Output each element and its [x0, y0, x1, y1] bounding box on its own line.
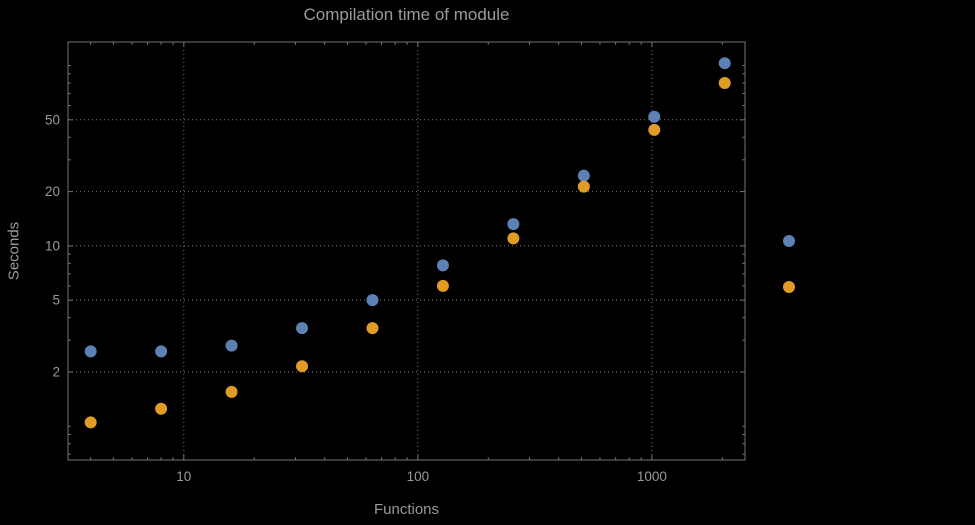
x-tick-label: 100 — [407, 469, 430, 484]
x-axis-label: Functions — [373, 501, 440, 518]
data-point-blue — [84, 345, 97, 358]
data-point-orange — [507, 232, 520, 245]
chart-title: Compilation time of module — [303, 5, 510, 24]
data-point-blue — [366, 294, 379, 307]
y-tick-label: 10 — [45, 238, 60, 253]
data-point-orange — [366, 322, 379, 335]
y-tick-label: 2 — [52, 364, 60, 379]
legend-marker — [783, 235, 795, 247]
data-point-orange — [648, 123, 661, 136]
legend-marker — [783, 281, 795, 293]
data-point-blue — [718, 57, 731, 70]
x-tick-label: 10 — [176, 469, 191, 484]
data-point-orange — [296, 360, 309, 373]
y-tick-label: 5 — [52, 293, 60, 308]
data-point-orange — [718, 76, 731, 89]
data-point-blue — [296, 322, 309, 335]
y-tick-label: 50 — [45, 112, 60, 127]
data-point-blue — [507, 218, 520, 231]
y-tick-label: 20 — [45, 184, 60, 199]
data-point-orange — [436, 279, 449, 292]
plot-frame — [67, 41, 746, 461]
data-point-orange — [577, 180, 590, 193]
x-tick-label: 1000 — [637, 469, 667, 484]
data-point-orange — [225, 385, 238, 398]
data-point-blue — [648, 110, 661, 123]
data-point-orange — [155, 402, 168, 415]
data-point-blue — [155, 345, 168, 358]
data-point-blue — [225, 339, 238, 352]
data-point-orange — [84, 416, 97, 429]
data-point-blue — [577, 169, 590, 182]
data-point-blue — [436, 259, 449, 272]
